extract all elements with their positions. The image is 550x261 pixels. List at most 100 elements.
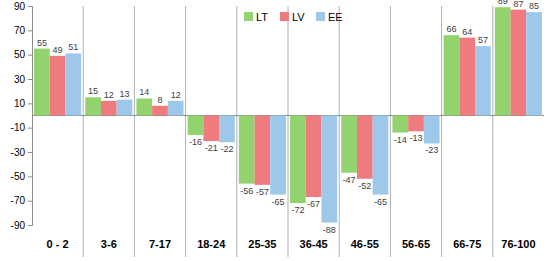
x-tick-label: 18-24 [197, 238, 226, 250]
data-label: -56 [240, 186, 253, 196]
data-label: -67 [307, 199, 320, 209]
x-tick: 46-55 [351, 238, 379, 250]
bar [424, 116, 440, 144]
x-tick-label: 7-17 [149, 238, 171, 250]
bar [495, 7, 511, 115]
bar [290, 116, 306, 204]
x-tick: 36-45 [300, 238, 328, 250]
series-bars [50, 10, 527, 197]
data-label: -65 [374, 197, 387, 207]
data-label: 13 [119, 89, 129, 99]
category-separator [441, 6, 442, 257]
data-label: 14 [139, 87, 149, 97]
y-tick: -10 [11, 122, 32, 133]
data-label: 85 [529, 1, 539, 11]
x-tick-label: 76-100 [501, 238, 535, 250]
bar [136, 98, 152, 115]
bar [219, 116, 235, 143]
bar [101, 101, 117, 116]
y-tick-mark [28, 176, 32, 177]
category-separator [83, 6, 84, 257]
bar [239, 116, 255, 184]
y-tick-mark [28, 128, 32, 129]
legend: LTLVEE [244, 11, 343, 23]
data-label: 55 [37, 38, 47, 48]
y-tick-label: -50 [11, 171, 26, 182]
y-tick-mark [28, 103, 32, 104]
y-tick: -70 [11, 195, 32, 206]
bar [203, 116, 219, 142]
data-label: -72 [291, 205, 304, 215]
y-tick-mark [28, 6, 32, 7]
bar [85, 97, 101, 115]
category-separator [185, 6, 186, 257]
y-axis: -90-70-50-30-101030507090 [11, 1, 33, 231]
x-tick-label: 66-75 [453, 238, 481, 250]
x-tick: 76-100 [501, 238, 535, 250]
x-tick: 0 - 2 [47, 238, 69, 250]
data-label: -21 [205, 143, 218, 153]
data-label: 15 [88, 86, 98, 96]
legend-label: LT [256, 11, 268, 23]
bar [357, 116, 373, 179]
bar [444, 35, 460, 115]
y-tick-label: 90 [14, 1, 26, 12]
category-separator [236, 6, 237, 257]
x-tick: 7-17 [149, 238, 171, 250]
bar [152, 106, 168, 116]
y-tick-mark [28, 30, 32, 31]
bar [511, 10, 527, 116]
data-label: -52 [358, 181, 371, 191]
bar [526, 12, 542, 115]
category-separator [134, 6, 135, 257]
bar [65, 53, 81, 115]
legend-item: LT [244, 11, 268, 23]
bar [168, 101, 184, 116]
legend-swatch [280, 12, 289, 21]
y-tick: -30 [11, 147, 32, 158]
y-tick-mark [28, 225, 32, 226]
bar [34, 49, 50, 116]
y-tick-label: -90 [11, 220, 26, 231]
x-tick-label: 25-35 [248, 238, 276, 250]
y-tick-label: -30 [11, 147, 26, 158]
category-separator [390, 6, 391, 257]
category-separators [83, 6, 493, 257]
y-tick-label: 70 [14, 25, 26, 36]
y-tick-mark [28, 201, 32, 202]
bar [408, 116, 424, 132]
data-label: 57 [478, 35, 488, 45]
category-separator [492, 6, 493, 257]
x-tick: 25-35 [248, 238, 276, 250]
y-tick-label: 50 [14, 49, 26, 60]
chart: 551514-16-56-72-47-14668949128-21-57-67-… [0, 0, 550, 261]
legend-label: EE [328, 11, 343, 23]
data-label: 12 [104, 90, 114, 100]
data-label: -57 [256, 187, 269, 197]
y-tick: 50 [14, 49, 32, 60]
x-tick-label: 36-45 [300, 238, 328, 250]
x-tick-label: 3-6 [101, 238, 117, 250]
x-tick: 3-6 [101, 238, 117, 250]
x-tick-label: 46-55 [351, 238, 379, 250]
data-label: 64 [462, 27, 472, 37]
data-label: 8 [157, 95, 162, 105]
data-label: -47 [343, 175, 356, 185]
data-label: -88 [323, 225, 336, 235]
x-axis: 0 - 2 3-6 7-17 18-24 25-35 36-45 46-55 56-65 66-… [47, 238, 536, 250]
legend-item: EE [316, 11, 343, 23]
data-label: 51 [68, 42, 78, 52]
y-tick: 90 [14, 1, 32, 12]
y-tick: 10 [14, 98, 32, 109]
legend-swatch [316, 12, 325, 21]
bar [341, 116, 357, 173]
data-label: 49 [53, 45, 63, 55]
data-label: 87 [513, 0, 523, 9]
data-label: -16 [189, 137, 202, 147]
y-tick-label: 10 [14, 98, 26, 109]
bar [255, 116, 271, 185]
bar [188, 116, 204, 135]
bar [270, 116, 286, 195]
x-tick: 56-65 [402, 238, 430, 250]
data-label: -23 [425, 145, 438, 155]
